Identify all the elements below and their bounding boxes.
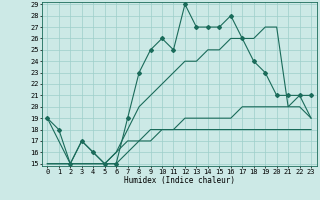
X-axis label: Humidex (Indice chaleur): Humidex (Indice chaleur)	[124, 176, 235, 185]
